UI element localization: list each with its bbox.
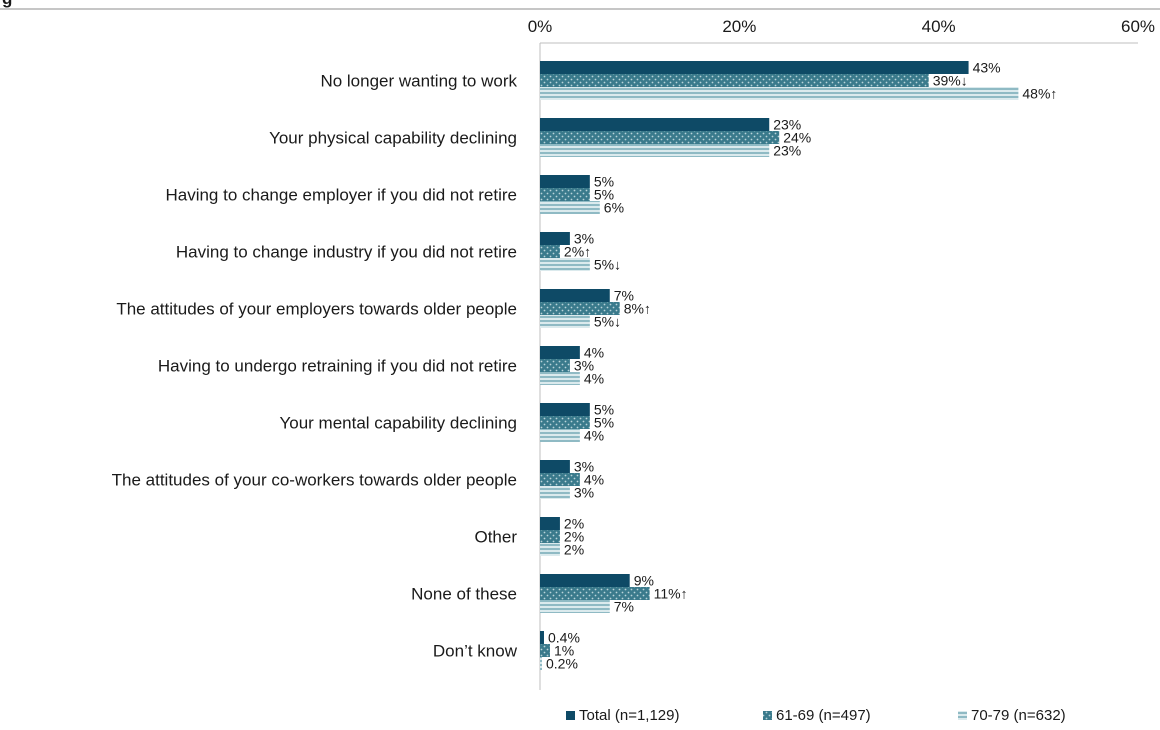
x-tick-label: 40%: [922, 17, 956, 36]
category-label: Your physical capability declining: [269, 129, 517, 148]
legend-label: Total (n=1,129): [579, 707, 679, 724]
legend-swatch: [958, 711, 967, 720]
bar: [540, 302, 620, 315]
bar: [540, 429, 580, 442]
category-label: Your mental capability declining: [279, 414, 517, 433]
x-tick-label: 60%: [1121, 17, 1155, 36]
data-label: 3%: [574, 459, 594, 475]
data-label: 1%: [554, 643, 574, 659]
data-label: 4%: [584, 472, 604, 488]
category-labels: No longer wanting to work Your physical c…: [112, 72, 518, 661]
data-label: 4%: [584, 428, 604, 444]
bar: [540, 473, 580, 486]
data-label: 11%↑: [654, 586, 688, 602]
bar: [540, 61, 969, 74]
bar: [540, 359, 570, 372]
bar: [540, 644, 550, 657]
bar: [540, 403, 590, 416]
bar: [540, 574, 630, 587]
category-label: Having to undergo retraining if you did …: [158, 357, 517, 376]
data-label: 2%: [564, 542, 584, 558]
bar: [540, 258, 590, 271]
data-label: 6%: [604, 200, 624, 216]
bar: [540, 315, 590, 328]
category-label: Having to change industry if you did not…: [176, 243, 517, 262]
data-label: 4%: [584, 371, 604, 387]
data-label: 5%: [594, 402, 614, 418]
data-label: 5%: [594, 187, 614, 203]
category-label: Don’t know: [433, 642, 518, 661]
legend: Total (n=1,129) 61-69 (n=497) 70-79 (n=632…: [566, 707, 1066, 724]
data-label: 2%↑: [564, 244, 591, 260]
bar: [540, 289, 610, 302]
data-label: 7%: [614, 288, 634, 304]
bar: [540, 74, 929, 87]
bar: [540, 517, 560, 530]
data-label: 9%: [634, 573, 654, 589]
bar: [540, 587, 650, 600]
legend-swatch: [763, 711, 772, 720]
bar: [540, 245, 560, 258]
bar: [540, 131, 780, 144]
bar: [540, 631, 544, 644]
bar: [540, 118, 770, 131]
category-label: The attitudes of your co-workers towards…: [112, 471, 517, 490]
data-label: 23%: [773, 117, 801, 133]
data-label: 7%: [614, 599, 634, 615]
header-fragment: g: [2, 0, 12, 8]
data-label: 0.4%: [548, 630, 580, 646]
data-label: 2%: [564, 529, 584, 545]
bar: [540, 144, 770, 157]
data-label: 0.2%: [546, 656, 578, 672]
data-label: 3%: [574, 231, 594, 247]
bar: [540, 201, 600, 214]
legend-label: 70-79 (n=632): [971, 707, 1066, 724]
data-label: 39%↓: [933, 73, 968, 89]
bar: [540, 87, 1019, 100]
category-label: Other: [474, 528, 517, 547]
x-axis-ticks: 0% 20% 40% 60%: [528, 17, 1155, 36]
bar: [540, 175, 590, 188]
data-label: 2%: [564, 516, 584, 532]
data-label: 5%: [594, 174, 614, 190]
x-tick-label: 0%: [528, 17, 553, 36]
category-label: Having to change employer if you did not…: [165, 186, 517, 205]
data-label: 43%: [973, 60, 1001, 76]
bar: [540, 486, 570, 499]
data-label: 8%↑: [624, 301, 651, 317]
bar: [540, 188, 590, 201]
bar: [540, 543, 560, 556]
data-label: 48%↑: [1022, 86, 1057, 102]
bar: [540, 657, 542, 670]
data-label: 3%: [574, 485, 594, 501]
bar: [540, 372, 580, 385]
data-label: 5%: [594, 415, 614, 431]
category-label: No longer wanting to work: [320, 72, 517, 91]
legend-label: 61-69 (n=497): [776, 707, 871, 724]
bar: [540, 600, 610, 613]
bar: [540, 416, 590, 429]
legend-swatch: [566, 711, 575, 720]
bar: [540, 346, 580, 359]
x-tick-label: 20%: [722, 17, 756, 36]
data-label: 5%↓: [594, 257, 621, 273]
category-label: None of these: [411, 585, 517, 604]
data-labels: 43%23%5%3%7%4%5%3%2%9%0.4%39%↓24%5%2%↑8%…: [546, 60, 1057, 672]
data-label: 23%: [773, 143, 801, 159]
category-label: The attitudes of your employers towards …: [116, 300, 517, 319]
data-label: 4%: [584, 345, 604, 361]
data-label: 3%: [574, 358, 594, 374]
bar: [540, 232, 570, 245]
bars: [540, 61, 1019, 670]
data-label: 5%↓: [594, 314, 621, 330]
bar: [540, 530, 560, 543]
bar: [540, 460, 570, 473]
data-label: 24%: [783, 130, 811, 146]
